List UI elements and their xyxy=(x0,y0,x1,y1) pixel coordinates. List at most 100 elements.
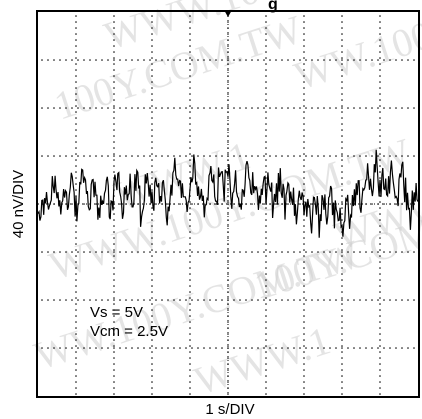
grid-dot xyxy=(303,117,305,119)
grid-dot xyxy=(75,117,77,119)
grid-dot xyxy=(75,135,77,137)
grid-dot xyxy=(269,107,271,109)
grid-dot xyxy=(189,363,191,365)
grid-dot xyxy=(341,393,343,395)
grid-dot xyxy=(151,261,153,263)
grid-dot xyxy=(155,59,157,61)
grid-dot xyxy=(113,273,115,275)
grid-dot xyxy=(303,327,305,329)
grid-dot xyxy=(305,107,307,109)
grid-dot xyxy=(75,363,77,365)
grid-dot xyxy=(379,45,381,47)
grid-dot xyxy=(341,345,343,347)
grid-dot xyxy=(265,369,267,371)
grid-dot xyxy=(209,155,211,157)
grid-dot xyxy=(189,351,191,353)
grid-dot xyxy=(233,299,235,301)
grid-dot xyxy=(407,107,409,109)
grid-dot xyxy=(303,279,305,281)
grid-dot xyxy=(281,107,283,109)
grid-dot xyxy=(189,231,191,233)
grid-dot xyxy=(151,381,153,383)
grid-dot xyxy=(311,59,313,61)
grid-dot xyxy=(303,21,305,23)
grid-dot xyxy=(89,155,91,157)
grid-dot xyxy=(265,123,267,125)
grid-dot xyxy=(227,225,229,227)
grid-dot xyxy=(329,251,331,253)
grid-dot xyxy=(311,155,313,157)
grid-dot xyxy=(347,347,349,349)
grid-dot xyxy=(75,345,77,347)
grid-dot xyxy=(151,273,153,275)
grid-dot xyxy=(189,93,191,95)
grid-dot xyxy=(41,107,43,109)
grid-dot xyxy=(189,171,191,173)
grid-dot xyxy=(75,381,77,383)
grid-dot xyxy=(265,159,267,161)
grid-dot xyxy=(119,59,121,61)
grid-dot xyxy=(305,347,307,349)
grid-dot xyxy=(353,59,355,61)
grid-dot xyxy=(341,309,343,311)
grid-dot xyxy=(151,57,153,59)
grid-dot xyxy=(265,51,267,53)
grid-dot xyxy=(227,93,229,95)
grid-dot xyxy=(151,147,153,149)
grid-dot xyxy=(341,201,343,203)
grid-dot xyxy=(189,213,191,215)
grid-dot xyxy=(383,107,385,109)
grid-dot xyxy=(227,285,229,287)
grid-dot xyxy=(303,363,305,365)
grid-dot xyxy=(317,299,319,301)
grid-dot xyxy=(299,155,301,157)
grid-dot xyxy=(287,251,289,253)
grid-dot xyxy=(151,339,153,341)
grid-dot xyxy=(75,129,77,131)
grid-dot xyxy=(265,15,267,17)
grid-dot xyxy=(263,59,265,61)
grid-dot xyxy=(341,207,343,209)
grid-dot xyxy=(53,59,55,61)
grid-dot xyxy=(401,155,403,157)
grid-dot xyxy=(113,159,115,161)
grid-dot xyxy=(131,299,133,301)
grid-dot xyxy=(335,59,337,61)
grid-dot xyxy=(189,15,191,17)
grid-dot xyxy=(191,155,193,157)
grid-dot xyxy=(151,135,153,137)
grid-dot xyxy=(335,107,337,109)
grid-dot xyxy=(227,57,229,59)
grid-dot xyxy=(65,251,67,253)
grid-dot xyxy=(303,261,305,263)
grid-dot xyxy=(113,347,115,349)
grid-dot xyxy=(407,251,409,253)
grid-dot xyxy=(335,347,337,349)
grid-dot xyxy=(41,299,43,301)
grid-dot xyxy=(251,251,253,253)
grid-dot xyxy=(119,155,121,157)
grid-dot xyxy=(239,251,241,253)
grid-dot xyxy=(167,203,169,205)
grid-dot xyxy=(167,107,169,109)
grid-dot xyxy=(265,93,267,95)
grid-dot xyxy=(75,81,77,83)
grid-dot xyxy=(221,155,223,157)
grid-dot xyxy=(265,21,267,23)
grid-dot xyxy=(75,261,77,263)
grid-dot xyxy=(303,159,305,161)
grid-dot xyxy=(151,81,153,83)
grid-dot xyxy=(303,303,305,305)
grid-dot xyxy=(189,225,191,227)
grid-dot xyxy=(227,201,229,203)
grid-dot xyxy=(395,203,397,205)
grid-dot xyxy=(303,237,305,239)
grid-dot xyxy=(75,303,77,305)
grid-dot xyxy=(113,123,115,125)
grid-dot xyxy=(113,165,115,167)
grid-dot xyxy=(189,117,191,119)
grid-dot xyxy=(189,153,191,155)
grid-dot xyxy=(251,347,253,349)
grid-dot xyxy=(371,251,373,253)
grid-dot xyxy=(379,111,381,113)
